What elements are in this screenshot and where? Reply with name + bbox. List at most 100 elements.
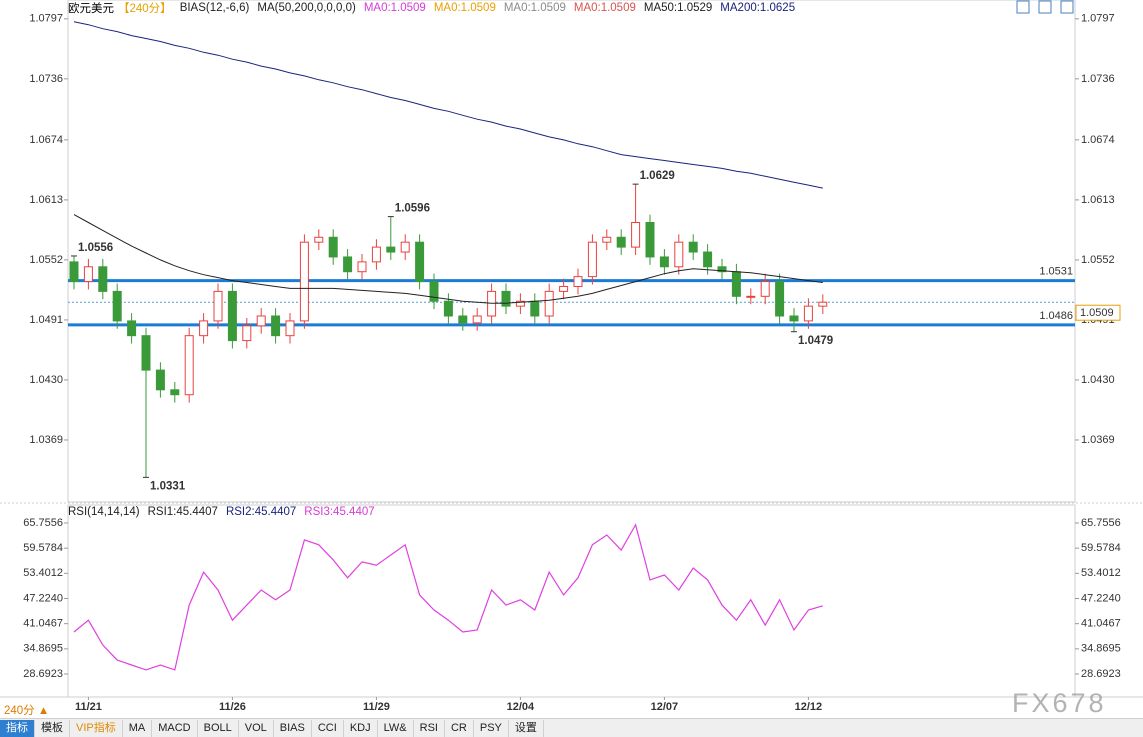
toolbar-tab[interactable]: CCI: [312, 720, 344, 737]
chart: 1.0797 1.0797 1.0736 1.0736 1.0674 1.0674 1.06…: [0, 0, 1143, 713]
candle-body: [141, 335, 151, 371]
candle-body: [458, 315, 468, 324]
last-price-label: 1.0509: [1080, 307, 1114, 319]
candle-body: [717, 266, 727, 273]
toolbar-tab[interactable]: 指标: [0, 720, 35, 737]
toolbar-tab[interactable]: MA: [123, 720, 153, 737]
extreme-label: 1.0556: [78, 242, 113, 254]
candle-body: [587, 241, 597, 278]
indicator-legend: MA0:1.0509: [503, 2, 566, 14]
toolbar-tab[interactable]: MACD: [152, 720, 198, 737]
candle-body: [98, 266, 108, 292]
toolbar-icon: [1016, 0, 1030, 14]
rsi-legend: RSI3:45.4407: [304, 506, 375, 518]
y-tick-label: 1.0430: [29, 374, 63, 386]
y-tick-label: 28.6923: [23, 668, 63, 680]
candle-body: [415, 241, 425, 283]
toolbar-tab[interactable]: PSY: [474, 720, 509, 737]
period-label[interactable]: 【240分】: [118, 3, 172, 15]
line-value-label: 1.0486: [1039, 310, 1073, 322]
toolbar-tab[interactable]: LW&: [378, 720, 414, 737]
y-tick-label-right: 53.4012: [1081, 567, 1121, 579]
y-tick-label: 1.0369: [29, 434, 63, 446]
candle-body: [314, 236, 324, 243]
toolbar-tab[interactable]: BIAS: [274, 720, 312, 737]
candle-body: [127, 320, 137, 337]
indicator-legend: BIAS(12,-6,6): [179, 2, 250, 14]
period-selector[interactable]: 240分 ▲: [4, 705, 50, 717]
candle-body: [328, 236, 338, 258]
ma-legend: MA200:1.0625: [720, 2, 796, 14]
extreme-label: 1.0331: [150, 480, 186, 492]
x-tick-label: 12/07: [651, 701, 679, 713]
candle-body: [731, 271, 741, 297]
rsi-legend: RSI(14,14,14): [68, 506, 140, 518]
candle-body: [343, 256, 353, 273]
rsi-legend: RSI1:45.4407: [147, 506, 218, 518]
indicator-legend: MA0:1.0509: [573, 2, 636, 14]
candle-body: [400, 241, 410, 253]
y-tick-label-right: 34.8695: [1081, 643, 1121, 655]
candle-body: [271, 315, 281, 337]
candle-body: [155, 369, 165, 391]
x-tick-label: 12/12: [795, 701, 823, 713]
line-value-label: 1.0531: [1039, 265, 1073, 277]
candle-body: [616, 236, 626, 248]
toolbar-tab[interactable]: VIP指标: [70, 720, 123, 737]
y-tick-label-right: 1.0552: [1081, 254, 1115, 266]
candle-body: [227, 290, 237, 342]
candle-body: [775, 281, 785, 317]
candle-body: [703, 251, 713, 268]
toolbar-icon: [1038, 0, 1052, 14]
candle-body: [688, 241, 698, 253]
candle-body: [83, 266, 93, 283]
y-tick-label: 41.0467: [23, 618, 63, 630]
toolbar-icon: [1060, 0, 1074, 14]
y-tick-label-right: 1.0430: [1081, 374, 1115, 386]
y-tick-label: 65.7556: [23, 517, 63, 529]
candle-body: [429, 281, 439, 302]
candle-body: [472, 315, 482, 324]
y-tick-label-right: 47.2240: [1081, 592, 1121, 604]
y-tick-label-right: 1.0369: [1081, 434, 1115, 446]
candle-body: [674, 241, 684, 268]
toolbar-tab[interactable]: CR: [445, 720, 474, 737]
y-tick-label-right: 65.7556: [1081, 517, 1121, 529]
indicator-toolbar: 指标 模板 VIP指标 MA MACD BOLL VOL BIAS CCI KDJ LW& RSI CR…: [0, 718, 1143, 737]
candle-body: [443, 300, 453, 317]
toolbar-tab[interactable]: RSI: [414, 720, 445, 737]
rsi-legend: RSI2:45.4407: [225, 506, 297, 518]
toolbar-tab[interactable]: 设置: [509, 720, 544, 737]
candle-body: [112, 290, 122, 322]
candle-body: [818, 301, 828, 307]
toolbar-tab[interactable]: 模板: [35, 720, 70, 737]
y-tick-label: 1.0797: [29, 13, 63, 25]
indicator-legend: MA(50,200,0,0,0,0): [257, 2, 356, 14]
candle-body: [386, 246, 396, 253]
candle-body: [170, 389, 180, 396]
x-tick-label: 12/04: [507, 701, 535, 713]
ma-legend: MA50:1.0529: [643, 2, 713, 14]
candle-body: [501, 290, 511, 307]
candle-body: [515, 300, 525, 307]
ma-line: [73, 214, 823, 304]
toolbar-tab[interactable]: BOLL: [198, 720, 239, 737]
y-tick-label: 1.0736: [29, 73, 63, 85]
rsi-header: RSI(14,14,14) RSI1:45.4407 RSI2:45.4407 RSI…: [68, 505, 375, 519]
ma-line: [73, 21, 823, 189]
y-tick-label: 47.2240: [23, 592, 63, 604]
y-tick-label-right: 41.0467: [1081, 618, 1121, 630]
y-tick-label-right: 59.5784: [1081, 542, 1121, 554]
last-price-tag: [1075, 304, 1121, 321]
rsi-panel-frame: [67, 504, 1076, 698]
y-tick-label: 1.0674: [29, 134, 63, 146]
toolbar-tab[interactable]: VOL: [239, 720, 274, 737]
y-tick-label-right: 1.0797: [1081, 13, 1115, 25]
rsi-line: [73, 523, 823, 671]
extreme-label: 1.0479: [798, 335, 833, 347]
candle-body: [69, 261, 79, 283]
extreme-label: 1.0596: [395, 203, 430, 215]
toolbar-tab[interactable]: KDJ: [344, 720, 378, 737]
candle-body: [530, 300, 540, 317]
